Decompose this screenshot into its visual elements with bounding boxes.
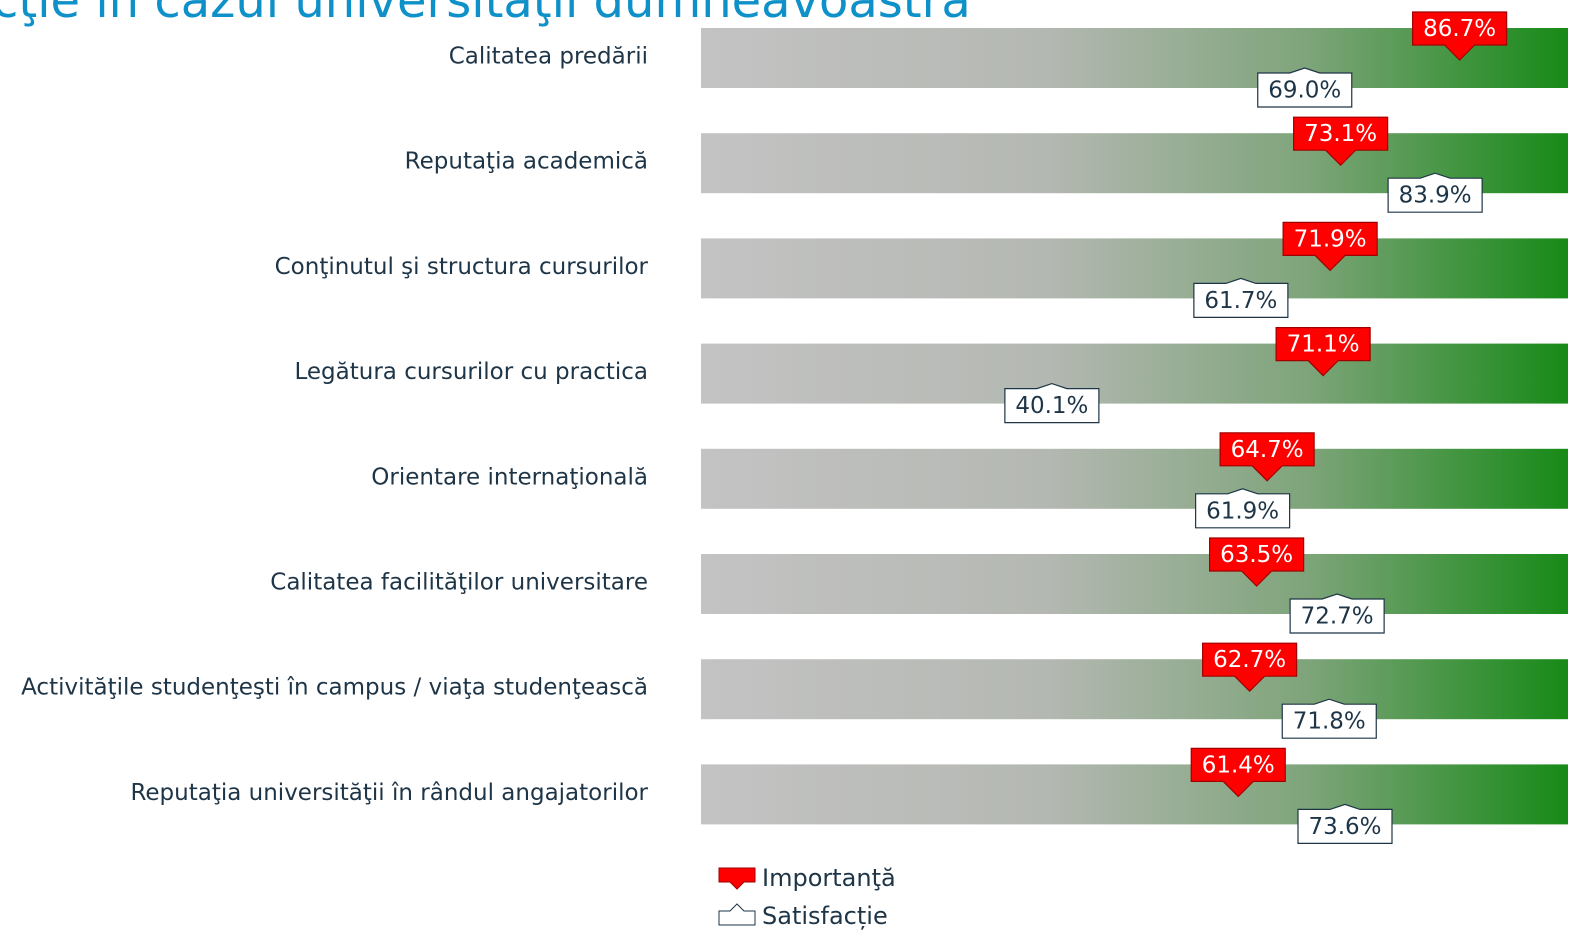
category-label: Calitatea predării	[449, 44, 648, 70]
satisfaction-marker	[1257, 67, 1353, 108]
chart-title: cţie în cazul universităţii dumneavoastr…	[0, 0, 971, 29]
satisfaction-marker	[1193, 277, 1289, 318]
importance-marker	[1219, 432, 1315, 482]
category-label: Orientare internaţională	[371, 464, 648, 490]
satisfaction-marker	[1297, 803, 1393, 844]
importance-marker	[1282, 221, 1378, 272]
importance-marker	[1202, 642, 1298, 693]
satisfaction-marker	[1195, 488, 1291, 529]
category-label: Reputaţia academică	[405, 149, 648, 175]
importance-marker	[1190, 747, 1286, 798]
value-label: 86.7%	[1423, 16, 1496, 42]
importance-marker	[1293, 116, 1389, 167]
bar	[701, 238, 1568, 299]
bar	[701, 764, 1568, 825]
legend-label: Satisfacție	[762, 902, 888, 930]
value-label: 71.8%	[1293, 709, 1366, 735]
value-label: 71.9%	[1294, 226, 1367, 252]
value-label: 83.9%	[1399, 183, 1472, 209]
category-label: Conţinutul şi structura cursurilor	[275, 254, 649, 280]
importance-marker	[1412, 11, 1508, 61]
category-label: Legătura cursurilor cu practica	[294, 359, 648, 385]
bar	[701, 659, 1568, 720]
value-label: 61.9%	[1206, 498, 1279, 524]
importance-marker	[1275, 327, 1371, 377]
value-label: 73.1%	[1304, 121, 1377, 147]
value-label: 71.1%	[1287, 332, 1360, 358]
bar	[701, 343, 1568, 404]
value-label: 40.1%	[1015, 393, 1088, 419]
value-label: 62.7%	[1213, 647, 1286, 673]
legend-swatch	[718, 903, 756, 926]
value-label: 64.7%	[1231, 437, 1304, 463]
satisfaction-marker	[1004, 382, 1100, 424]
legend-swatch	[718, 867, 756, 890]
category-label: Activităţile studenţeşti în campus / via…	[21, 675, 648, 701]
satisfaction-marker	[1289, 593, 1385, 634]
value-label: 61.4%	[1202, 752, 1275, 778]
importance-marker	[1209, 537, 1305, 587]
value-label: 69.0%	[1268, 78, 1341, 104]
satisfaction-marker	[1281, 698, 1377, 739]
bar	[701, 448, 1568, 509]
value-label: 72.7%	[1301, 604, 1374, 630]
satisfaction-marker	[1387, 172, 1483, 213]
bar	[701, 554, 1568, 614]
category-label: Reputaţia universităţii în rândul angaja…	[130, 780, 648, 806]
category-label: Calitatea facilităţilor universitare	[270, 570, 648, 596]
value-label: 63.5%	[1220, 542, 1293, 568]
legend-label: Importanţă	[762, 864, 896, 892]
value-label: 61.7%	[1204, 288, 1277, 314]
value-label: 73.6%	[1308, 814, 1381, 840]
